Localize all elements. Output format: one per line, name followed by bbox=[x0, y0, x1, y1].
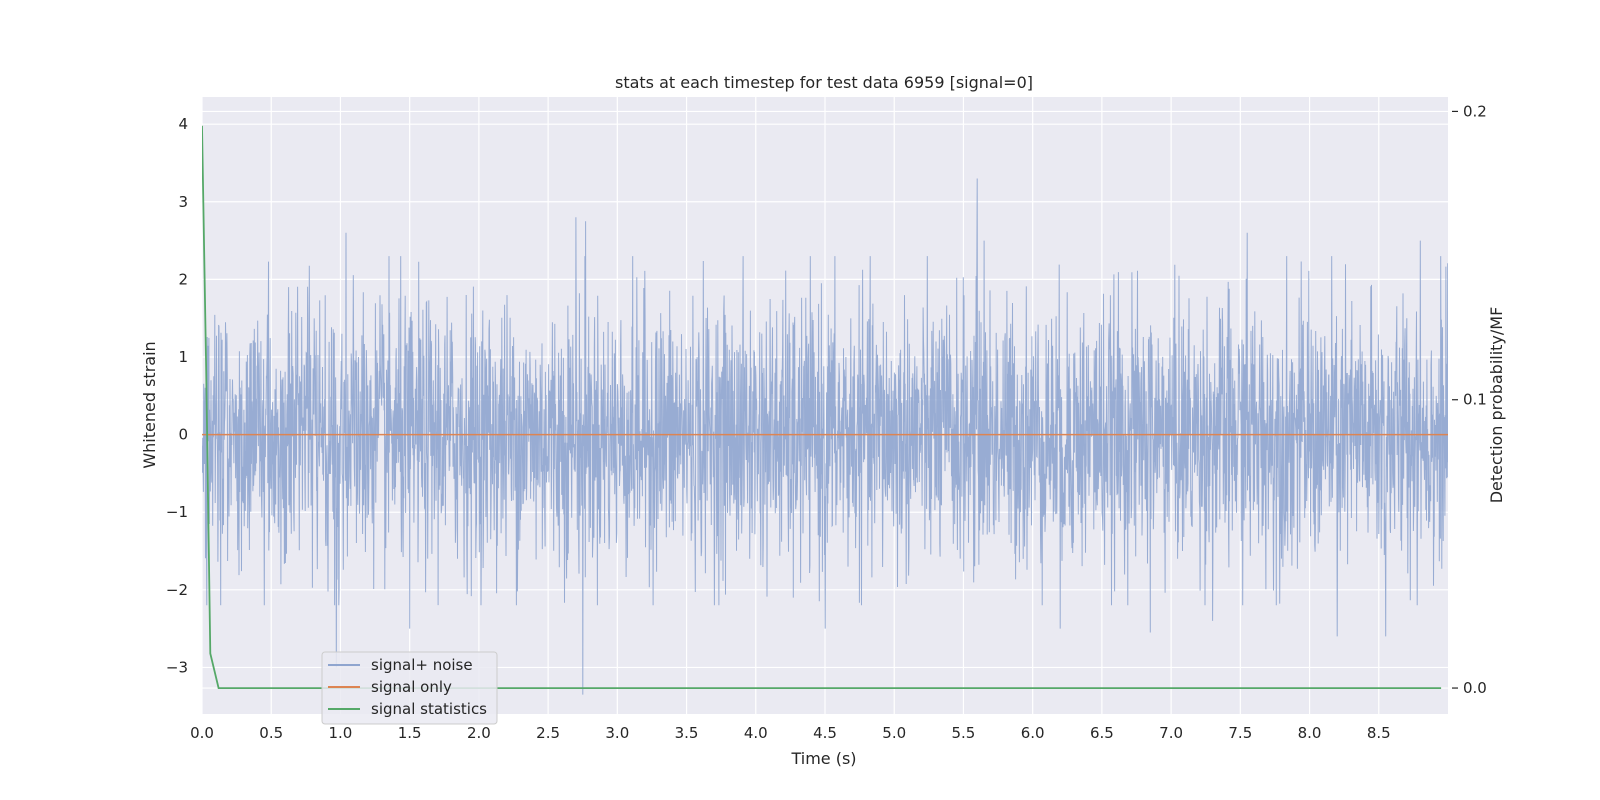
x-tick-label: 2.0 bbox=[467, 724, 491, 742]
axis-layer: 0.0 0.5 1.0 1.5 2.0 2.5 3.0 3.5 4.0 4.5 5.0 5.5 6.0 6… bbox=[166, 102, 1487, 742]
x-tick-label: 3.0 bbox=[605, 724, 629, 742]
x-tick-label: 7.5 bbox=[1228, 724, 1252, 742]
x-tick-label: 7.0 bbox=[1159, 724, 1183, 742]
x-tick-label: 6.0 bbox=[1021, 724, 1045, 742]
y-axis-label: Whitened strain bbox=[140, 341, 159, 468]
y-tick-label: 3 bbox=[178, 193, 188, 211]
x-tick-label: 4.5 bbox=[813, 724, 837, 742]
x-tick-label: 3.5 bbox=[675, 724, 699, 742]
y-tick-label: 0 bbox=[178, 426, 188, 444]
y-tick-label: −2 bbox=[166, 581, 188, 599]
y2-tick-label: 0.2 bbox=[1463, 102, 1487, 120]
y-tick-label: 4 bbox=[178, 115, 188, 133]
x-tick-label: 4.0 bbox=[744, 724, 768, 742]
x-axis-label: Time (s) bbox=[790, 749, 856, 768]
y2-tick-label: 0.0 bbox=[1463, 679, 1487, 697]
x-tick-label: 8.5 bbox=[1367, 724, 1391, 742]
series-signal-noise bbox=[202, 178, 1448, 695]
x-tick-label: 2.5 bbox=[536, 724, 560, 742]
legend: signal+ noise signal only signal statist… bbox=[321, 651, 498, 725]
y-tick-label: 1 bbox=[178, 348, 188, 366]
chart-title: stats at each timestep for test data 695… bbox=[615, 73, 1033, 92]
legend-label-signal-only: signal only bbox=[371, 678, 452, 696]
y-tick-label: 2 bbox=[178, 270, 188, 288]
x-tick-label: 5.0 bbox=[882, 724, 906, 742]
series-layer bbox=[202, 125, 1448, 695]
legend-box bbox=[321, 651, 498, 725]
x-tick-label: 1.0 bbox=[329, 724, 353, 742]
series-signal-statistics bbox=[202, 125, 1442, 689]
grid-layer bbox=[201, 97, 1448, 714]
x-tick-label: 1.5 bbox=[398, 724, 422, 742]
y-tick-label: −3 bbox=[166, 658, 188, 676]
x-tick-label: 0.5 bbox=[259, 724, 283, 742]
x-tick-label: 5.5 bbox=[952, 724, 976, 742]
y2-tick-label: 0.1 bbox=[1463, 391, 1487, 409]
legend-label-signal-noise: signal+ noise bbox=[371, 656, 473, 674]
x-tick-label: 6.5 bbox=[1090, 724, 1114, 742]
y-tick-label: −1 bbox=[166, 503, 188, 521]
y2-axis-label: Detection probability/MF bbox=[1487, 307, 1506, 504]
x-tick-label: 8.0 bbox=[1298, 724, 1322, 742]
x-tick-label: 0.0 bbox=[190, 724, 214, 742]
legend-label-signal-statistics: signal statistics bbox=[371, 700, 487, 718]
